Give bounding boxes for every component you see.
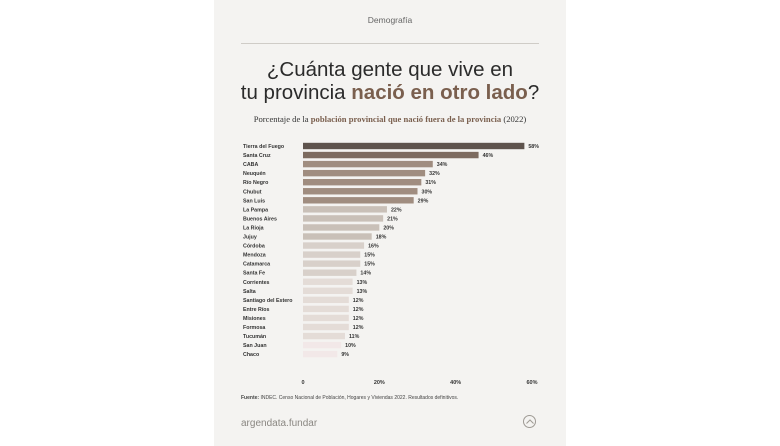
value-label: 20% xyxy=(383,225,394,231)
value-label: 15% xyxy=(364,253,375,259)
value-label: 34% xyxy=(437,162,448,168)
divider xyxy=(241,43,539,44)
source-text: INDEC. Censo Nacional de Población, Hoga… xyxy=(259,395,459,401)
bar xyxy=(303,350,338,358)
chart-title: ¿Cuánta gente que vive en tu provincia n… xyxy=(214,58,566,104)
category-label: La Rioja xyxy=(243,225,264,231)
value-label: 18% xyxy=(376,235,387,241)
bar xyxy=(303,314,349,322)
bar xyxy=(303,332,345,340)
section-label: Demografía xyxy=(367,15,413,25)
bar xyxy=(303,269,357,276)
category-label: La Pampa xyxy=(243,207,268,213)
x-tick-label: 20% xyxy=(374,380,385,386)
category-label: Misiones xyxy=(243,316,266,322)
category-label: Entre Ríos xyxy=(243,307,270,313)
bar xyxy=(303,296,349,304)
category-label: Corrientes xyxy=(243,280,270,286)
category-label: Córdoba xyxy=(243,244,265,250)
bar xyxy=(303,242,365,249)
bar xyxy=(303,323,349,331)
value-label: 32% xyxy=(429,171,440,177)
category-label: Jujuy xyxy=(243,235,257,241)
bar xyxy=(303,251,361,258)
bar xyxy=(303,215,384,222)
value-label: 14% xyxy=(360,271,371,277)
value-label: 21% xyxy=(387,216,398,222)
bar xyxy=(303,278,353,285)
value-label: 13% xyxy=(357,280,368,286)
subtitle-before: Porcentaje de la xyxy=(253,114,311,124)
category-label: Mendoza xyxy=(243,253,266,259)
category-label: Río Negro xyxy=(243,180,269,186)
value-label: 31% xyxy=(425,180,436,186)
value-label: 30% xyxy=(422,189,433,195)
value-label: 12% xyxy=(353,316,364,322)
scroll-up-button[interactable] xyxy=(523,415,536,428)
value-label: 22% xyxy=(391,207,402,213)
category-label: Neuquén xyxy=(243,171,266,177)
x-tick-label: 40% xyxy=(450,380,461,386)
chart-subtitle: Porcentaje de la población provincial qu… xyxy=(214,114,566,124)
value-label: 12% xyxy=(353,325,364,331)
bar xyxy=(303,169,426,177)
category-label: CABA xyxy=(243,162,258,168)
value-label: 11% xyxy=(349,334,360,340)
chevron-up-icon xyxy=(526,419,534,424)
bar xyxy=(303,142,525,150)
category-label: Santa Cruz xyxy=(243,153,271,159)
title-accent: nació en otro lado xyxy=(351,81,528,104)
category-label: San Juan xyxy=(243,343,267,349)
value-label: 12% xyxy=(353,298,364,304)
chart-card: Demografía ¿Cuánta gente que vive en tu … xyxy=(214,0,566,446)
category-label: Salta xyxy=(243,289,256,295)
category-label: Santiago del Estero xyxy=(243,298,293,304)
category-label: Tucumán xyxy=(243,334,266,340)
title-line-1: ¿Cuánta gente que vive en xyxy=(266,58,514,81)
bar xyxy=(303,287,353,294)
bar xyxy=(303,151,479,159)
value-label: 15% xyxy=(364,262,375,268)
bar xyxy=(303,260,361,267)
bar-chart: Tierra del Fuego 58% Santa Cruz 46% CABA 34% N… xyxy=(243,142,539,386)
category-label: Santa Fe xyxy=(243,271,265,277)
value-label: 12% xyxy=(353,307,364,313)
bar xyxy=(303,233,372,240)
value-label: 29% xyxy=(418,198,429,204)
x-tick-label: 0 xyxy=(301,380,304,386)
bar xyxy=(303,206,387,213)
value-label: 16% xyxy=(368,244,379,250)
title-line-2-end: ? xyxy=(527,81,540,104)
value-label: 46% xyxy=(483,153,494,159)
source-note: Fuente: INDEC. Censo Nacional de Poblaci… xyxy=(241,395,458,401)
category-label: Tierra del Fuego xyxy=(243,144,285,150)
category-label: Chaco xyxy=(243,352,260,358)
bar xyxy=(303,341,342,349)
bar xyxy=(303,179,422,186)
x-tick-label: 60% xyxy=(526,380,537,386)
value-label: 9% xyxy=(341,352,349,358)
bar xyxy=(303,224,380,231)
value-label: 58% xyxy=(528,144,539,150)
bar xyxy=(303,160,433,168)
category-label: Buenos Aires xyxy=(243,216,277,222)
category-label: Catamarca xyxy=(243,262,270,268)
title-line-2-plain: tu provincia xyxy=(240,81,352,104)
category-label: Formosa xyxy=(243,325,265,331)
category-label: Chubut xyxy=(243,189,262,195)
source-label: Fuente: xyxy=(241,395,260,401)
title-line-2: tu provincia nació en otro lado? xyxy=(214,81,566,104)
category-label: San Luis xyxy=(243,198,265,204)
bar xyxy=(303,305,349,313)
value-label: 10% xyxy=(345,343,356,349)
value-label: 13% xyxy=(357,289,368,295)
subtitle-accent: población provincial que nació fuera de … xyxy=(310,114,502,124)
subtitle-after: (2022) xyxy=(501,114,527,124)
bar xyxy=(303,197,414,204)
brand-logo-text: argendata.fundar xyxy=(241,418,318,429)
bar xyxy=(303,188,418,195)
